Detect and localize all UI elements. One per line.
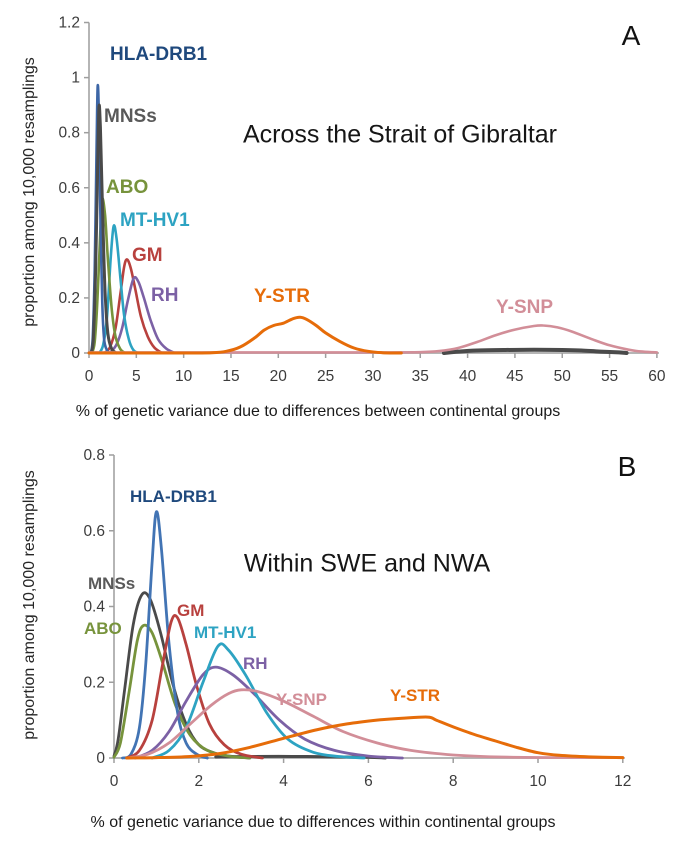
series-label-hla-drb1-a: HLA-DRB1: [110, 44, 208, 65]
x-tick-label: 15: [222, 368, 239, 385]
series-label-mt-hv1-b: MT-HV1: [194, 623, 257, 642]
series-label-y-snp-b: Y-SNP: [276, 690, 328, 709]
x-tick-label: 50: [554, 368, 572, 385]
y-tick-label: 0.2: [83, 674, 105, 691]
panel-a-y-axis-title: proportion among 10,000 resamplings: [21, 57, 38, 327]
curve-rh: [108, 275, 177, 355]
series-label-y-snp-a: Y-SNP: [496, 297, 554, 318]
x-tick-label: 25: [317, 368, 334, 385]
x-tick-label: 4: [279, 773, 288, 790]
panel-a-plot: 0 5 10 15 20 25 30 35 40 45 50 55 60 0 0.2 0.4 0.6 0.8 1 1.…: [58, 15, 666, 385]
curve-y-snp: [125, 688, 625, 760]
series-label-y-str-b: Y-STR: [390, 686, 441, 705]
panel-a-x-axis-title: % of genetic variance due to differences…: [75, 403, 561, 420]
panel-b-x-axis-title: % of genetic variance due to differences…: [90, 814, 556, 831]
x-tick-label: 45: [506, 368, 523, 385]
curve-y-str: [87, 315, 403, 355]
series-label-mnss-b: MNSs: [88, 574, 136, 593]
x-tick-label: 5: [132, 368, 141, 385]
panel-a-letter: A: [621, 20, 641, 51]
x-tick-label: 35: [412, 368, 429, 385]
curve-rh: [133, 665, 404, 760]
series-label-hla-drb1-b: HLA-DRB1: [130, 487, 217, 506]
x-tick-label: 60: [648, 368, 666, 385]
y-tick-label: 0.8: [58, 125, 80, 142]
y-tick-label: 0.2: [58, 290, 80, 307]
series-label-gm-a: GM: [132, 245, 163, 266]
panel-b-title: Within SWE and NWA: [243, 549, 491, 578]
y-tick-label: 0: [71, 345, 80, 362]
panel-b-y-axis-title: proportion among 10,000 resamplings: [21, 470, 38, 740]
curve-gm: [125, 614, 264, 760]
x-tick-label: 6: [364, 773, 373, 790]
panel-a: 0 5 10 15 20 25 30 35 40 45 50 55 60 0 0.2 0.4 0.6 0.8 1 1.…: [21, 15, 666, 420]
y-tick-label: 0.4: [83, 599, 105, 616]
series-label-mt-hv1-a: MT-HV1: [120, 210, 190, 231]
x-tick-label: 10: [175, 368, 193, 385]
x-tick-label: 30: [364, 368, 382, 385]
panel-b: 0 2 4 6 8 10 12 0 0.2 0.4 0.6 0.8 proportion among …: [0, 430, 685, 852]
x-tick-label: 0: [110, 773, 119, 790]
x-tick-label: 8: [449, 773, 458, 790]
x-tick-label: 0: [85, 368, 94, 385]
x-tick-label: 10: [529, 773, 547, 790]
y-tick-label: 0.4: [58, 235, 80, 252]
y-tick-label: 1.2: [58, 15, 80, 32]
y-tick-label: 0.6: [83, 523, 105, 540]
curve-abo: [90, 197, 127, 355]
curve-y-snp: [87, 324, 659, 354]
x-tick-label: 20: [270, 368, 288, 385]
x-tick-label: 40: [459, 368, 477, 385]
y-tick-label: 1: [71, 70, 80, 87]
series-label-rh-a: RH: [151, 285, 179, 306]
panel-b-plot: 0 2 4 6 8 10 12 0 0.2 0.4 0.6 0.8: [83, 447, 631, 790]
series-label-mnss-a: MNSs: [104, 106, 157, 127]
y-tick-label: 0.8: [83, 447, 105, 464]
x-tick-label: 2: [194, 773, 203, 790]
curve-mnss: [89, 103, 118, 355]
series-label-abo-b: ABO: [84, 619, 122, 638]
panel-b-letter: B: [617, 451, 637, 482]
series-label-y-str-a: Y-STR: [254, 286, 310, 307]
curve-hla-drb1: [121, 510, 209, 760]
y-tick-label: 0.6: [58, 180, 80, 197]
series-label-rh-b: RH: [243, 654, 268, 673]
y-tick-label: 0: [96, 750, 105, 767]
x-tick-label: 12: [614, 773, 631, 790]
curve-y-str: [125, 715, 625, 760]
curve-abo: [112, 623, 252, 760]
series-label-gm-b: GM: [177, 601, 205, 620]
x-tick-label: 55: [601, 368, 618, 385]
curve-unlabeled-band: [441, 347, 629, 355]
panel-a-title: Across the Strait of Gibraltar: [242, 120, 558, 149]
series-label-abo-a: ABO: [106, 177, 149, 198]
